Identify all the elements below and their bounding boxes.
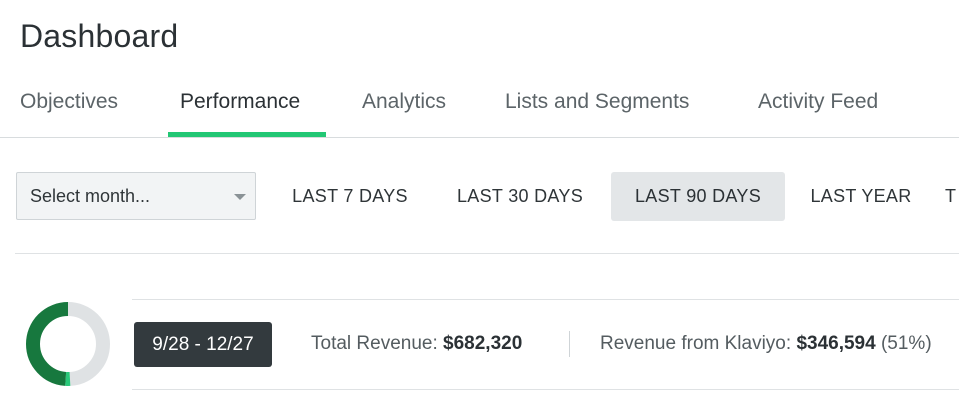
revenue-donut-chart <box>26 302 110 386</box>
month-select-value: Select month... <box>30 186 151 206</box>
page-title: Dashboard <box>20 18 179 54</box>
tab-lists-and-segments[interactable]: Lists and Segments <box>505 90 690 113</box>
active-tab-indicator <box>168 132 326 137</box>
klaviyo-revenue-stat: Revenue from Klaviyo: $346,594 (51%) <box>600 333 932 355</box>
chevron-down-icon <box>234 194 246 200</box>
range-last-7-days-button[interactable]: LAST 7 DAYS <box>292 186 408 206</box>
row-bottom-divider <box>132 389 959 390</box>
donut-segment-1 <box>26 302 110 386</box>
row-top-divider <box>132 299 959 300</box>
stat-separator <box>569 331 570 357</box>
total-revenue-value: $682,320 <box>443 333 523 354</box>
range-last-30-days-button[interactable]: LAST 30 DAYS <box>457 186 583 206</box>
tab-performance[interactable]: Performance <box>180 90 301 113</box>
donut-segment-2 <box>26 302 110 386</box>
tab-analytics[interactable]: Analytics <box>362 90 447 113</box>
range-last-year-button[interactable]: LAST YEAR <box>810 186 912 206</box>
month-select[interactable]: Select month... <box>16 172 256 220</box>
range-last-90-days-button[interactable]: LAST 90 DAYS <box>611 172 785 221</box>
tab-bar: Objectives Performance Analytics Lists a… <box>0 80 959 138</box>
klaviyo-revenue-value: $346,594 <box>796 333 876 354</box>
section-divider <box>15 253 959 254</box>
total-revenue-stat: Total Revenue: $682,320 <box>311 333 522 355</box>
date-range-badge: 9/28 - 12/27 <box>134 322 272 367</box>
tab-activity-feed[interactable]: Activity Feed <box>758 90 879 113</box>
tab-objectives[interactable]: Objectives <box>20 90 119 113</box>
klaviyo-revenue-percent: (51%) <box>880 333 932 354</box>
klaviyo-revenue-label: Revenue from Klaviyo: <box>600 333 792 354</box>
range-next-button-partial[interactable]: T <box>945 186 957 206</box>
total-revenue-label: Total Revenue: <box>311 333 438 354</box>
